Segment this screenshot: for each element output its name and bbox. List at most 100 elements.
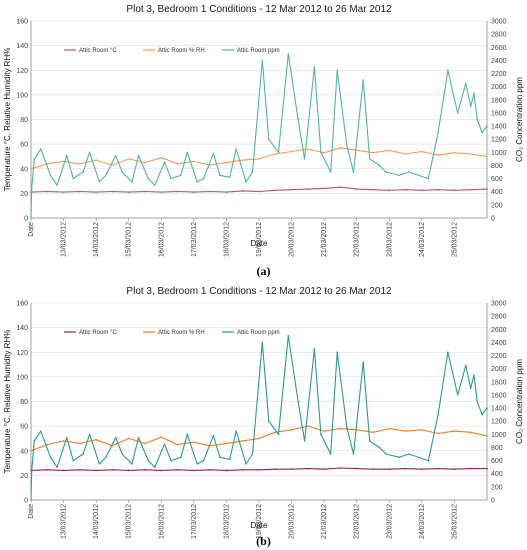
y-right-tick-label: 1200	[491, 419, 507, 426]
x-axis-label: Date	[251, 239, 268, 248]
x-tick-label: 24/03/2012	[419, 222, 426, 257]
series-line-attic-room-ppm	[30, 53, 488, 219]
x-tick-label: 18/03/2012	[223, 504, 230, 539]
x-tick-label: 19/03/2012	[256, 504, 263, 539]
data-point-attic-room-ppm	[352, 171, 355, 173]
data-point-attic-room-rh	[437, 154, 439, 157]
data-point-attic-room-rh	[144, 442, 146, 445]
chart-b-svg: Plot 3, Bedroom 1 Conditions - 12 Mar 20…	[3, 286, 524, 539]
data-point-attic-room-ppm	[437, 131, 439, 134]
data-point-attic-room-ppm	[447, 351, 449, 354]
data-point-attic-room-ppm	[56, 466, 58, 468]
data-point-attic-room-rh	[339, 427, 342, 430]
data-point-attic-room-rh	[323, 430, 325, 432]
data-point-attic-room-c	[274, 468, 277, 471]
data-point-attic-room-ppm	[30, 217, 32, 219]
data-point-attic-room-c	[355, 467, 358, 470]
y-right-tick-label: 2800	[491, 314, 507, 321]
data-point-attic-room-ppm	[297, 400, 299, 403]
data-point-attic-room-c	[144, 469, 146, 471]
data-point-attic-room-ppm	[228, 176, 231, 179]
data-point-attic-room-rh	[160, 156, 163, 159]
y-left-tick-label: 80	[20, 399, 28, 406]
x-tick-label: 21/03/2012	[321, 222, 328, 257]
data-point-attic-room-ppm	[245, 181, 247, 183]
data-point-attic-room-c	[111, 469, 114, 471]
chart-panel-b: Plot 3, Bedroom 1 Conditions - 12 Mar 20…	[0, 282, 527, 544]
data-point-attic-room-c	[241, 469, 244, 471]
data-point-attic-room-ppm	[137, 154, 140, 157]
y-left-tick-label: 80	[20, 117, 28, 124]
data-point-attic-room-ppm	[427, 177, 430, 180]
data-point-attic-room-ppm	[297, 118, 299, 121]
data-point-attic-room-ppm	[72, 459, 75, 462]
data-point-attic-room-ppm	[456, 112, 459, 114]
legend-label: Attic Room % RH	[158, 330, 205, 336]
y-right-tick-label: 2600	[491, 45, 507, 52]
data-point-attic-room-ppm	[469, 387, 472, 390]
y-right-tick-label: 2000	[491, 366, 507, 373]
data-point-attic-room-ppm	[49, 456, 52, 459]
data-point-attic-room-rh	[404, 430, 407, 432]
data-point-attic-room-c	[258, 469, 260, 471]
x-tick-label: 20/03/2012	[289, 222, 296, 257]
data-point-attic-room-c	[469, 188, 472, 191]
data-point-attic-room-ppm	[303, 158, 306, 160]
data-point-attic-room-rh	[62, 440, 65, 442]
data-point-attic-room-ppm	[473, 92, 475, 95]
data-point-attic-room-ppm	[39, 430, 42, 432]
data-point-attic-room-c	[421, 189, 423, 192]
data-point-attic-room-rh	[339, 147, 342, 149]
data-point-attic-room-rh	[30, 167, 32, 170]
data-point-attic-room-rh	[258, 158, 260, 160]
data-point-attic-room-ppm	[219, 174, 221, 177]
x-tick-label: 13/03/2012	[61, 222, 68, 257]
data-point-attic-room-ppm	[186, 151, 189, 154]
data-point-attic-room-ppm	[267, 138, 270, 140]
x-tick-label: 15/03/2012	[126, 222, 133, 257]
data-point-attic-room-rh	[193, 160, 195, 163]
legend-label: Attic Room ppm	[237, 330, 280, 336]
y-right-tick-label: 1200	[491, 137, 507, 144]
data-point-attic-room-rh	[258, 437, 260, 440]
data-point-attic-room-rh	[486, 435, 488, 437]
data-point-attic-room-ppm	[147, 177, 150, 180]
y-left-tick-label: 100	[16, 374, 28, 381]
y-left-tick-label: 140	[16, 43, 28, 50]
data-point-attic-room-c	[258, 190, 260, 193]
x-tick-label: 16/03/2012	[158, 222, 165, 257]
y-right-tick-label: 2200	[491, 71, 507, 78]
data-point-attic-room-ppm	[72, 177, 75, 180]
data-point-attic-room-ppm	[88, 151, 91, 154]
data-point-attic-room-ppm	[202, 459, 205, 462]
data-point-attic-room-ppm	[368, 440, 371, 442]
data-point-attic-room-ppm	[267, 420, 270, 422]
y-left-tick-label: 20	[20, 473, 28, 480]
data-point-attic-room-ppm	[486, 407, 488, 409]
data-point-attic-room-ppm	[313, 66, 316, 68]
data-point-attic-room-rh	[176, 443, 179, 446]
data-point-attic-room-rh	[241, 440, 244, 442]
y-left-tick-label: 0	[24, 216, 28, 223]
data-point-attic-room-c	[225, 469, 228, 472]
data-point-attic-room-ppm	[346, 144, 348, 147]
y-right-tick-label: 200	[491, 484, 503, 491]
data-point-attic-room-rh	[176, 163, 179, 165]
data-point-attic-room-rh	[421, 150, 423, 153]
data-point-attic-room-ppm	[66, 154, 68, 157]
data-point-attic-room-ppm	[287, 53, 290, 55]
y-right-tick-label: 400	[491, 471, 503, 478]
data-point-attic-room-rh	[290, 429, 293, 431]
data-point-attic-room-rh	[127, 437, 130, 440]
y-left-tick-label: 140	[16, 325, 28, 332]
data-point-attic-room-c	[209, 469, 211, 471]
data-point-attic-room-ppm	[147, 459, 150, 462]
data-point-attic-room-c	[437, 188, 439, 191]
panel-label-a: (a)	[256, 264, 271, 278]
data-point-attic-room-c	[193, 469, 195, 472]
data-point-attic-room-ppm	[385, 171, 387, 173]
data-point-attic-room-ppm	[336, 351, 338, 354]
data-point-attic-room-ppm	[98, 181, 101, 183]
y-right-tick-label: 1600	[491, 392, 507, 399]
data-point-attic-room-ppm	[427, 459, 430, 462]
